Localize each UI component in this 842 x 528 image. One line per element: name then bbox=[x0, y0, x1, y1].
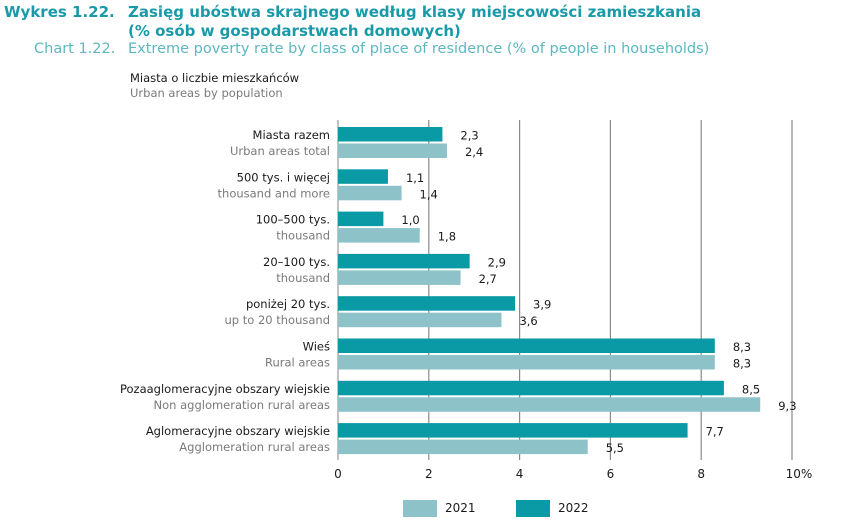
data-label-2022: 7,7 bbox=[706, 425, 724, 439]
data-label-2022: 8,5 bbox=[742, 382, 760, 396]
chart-number-pl: Wykres 1.22. bbox=[4, 3, 115, 21]
bar-2022 bbox=[338, 338, 715, 353]
category-label-pl: poniżej 20 tys. bbox=[246, 297, 330, 311]
bar-2022 bbox=[338, 127, 443, 142]
subheading-pl: Miasta o liczbie mieszkańców bbox=[130, 71, 300, 85]
bar-2022 bbox=[338, 380, 724, 396]
bar-2022 bbox=[338, 211, 384, 227]
category-label-pl: Wieś bbox=[303, 340, 330, 354]
category-label-pl: 100–500 tys. bbox=[256, 213, 330, 227]
bar-2021 bbox=[338, 355, 715, 370]
category-label-en: Agglomeration rural areas bbox=[179, 440, 330, 454]
category-label-pl: Aglomeracyjne obszary wiejskie bbox=[146, 424, 330, 438]
subheading-en: Urban areas by population bbox=[130, 86, 283, 100]
category-label-en: thousand bbox=[276, 229, 330, 243]
bar-2022 bbox=[338, 296, 516, 311]
chart-number-en: Chart 1.22. bbox=[34, 41, 116, 57]
bar-2022 bbox=[338, 169, 388, 184]
chart-title-en: Extreme poverty rate by class of place o… bbox=[128, 41, 710, 57]
category-label-en: Rural areas bbox=[265, 356, 330, 370]
bars bbox=[338, 127, 761, 455]
data-label-2021: 2,4 bbox=[465, 145, 483, 159]
bar-2021 bbox=[338, 397, 761, 412]
data-label-2022: 1,0 bbox=[401, 213, 419, 227]
value-labels: 2,3 2,4 1,1 1,41,0 1,8 2,9 2,7 3,9 3,6 8,3 8,3 8,5 9… bbox=[401, 129, 796, 456]
category-label-pl: Pozaaglomeracyjne obszary wiejskie bbox=[120, 382, 330, 396]
data-label-2022: 3,9 bbox=[533, 298, 551, 312]
legend-swatch-2022 bbox=[516, 500, 550, 517]
bar-2021 bbox=[338, 270, 461, 285]
category-label-pl: 500 tys. i więcej bbox=[237, 170, 330, 184]
category-labels: Miasta razem Urban areas total 500 tys. i … bbox=[120, 128, 330, 454]
x-tick-label: 6 bbox=[607, 467, 615, 481]
x-tick-label: 2 bbox=[425, 467, 433, 481]
bar-2021 bbox=[338, 143, 447, 158]
data-label-2022: 8,3 bbox=[733, 340, 751, 354]
data-label-2021: 9,3 bbox=[778, 399, 796, 413]
legend-label-2021: 2021 bbox=[445, 501, 476, 515]
data-label-2021: 2,7 bbox=[479, 272, 497, 286]
bar-2021 bbox=[338, 185, 402, 201]
data-label-2021: 1,4 bbox=[420, 187, 438, 201]
category-label-pl: 20–100 tys. bbox=[263, 255, 330, 269]
chart-title-pl-unit: (% osób w gospodarstwach domowych) bbox=[128, 22, 461, 40]
category-label-en: up to 20 thousand bbox=[225, 313, 330, 327]
x-tick-label: 8 bbox=[697, 467, 705, 481]
bar-2021 bbox=[338, 439, 588, 455]
data-label-2021: 8,3 bbox=[733, 357, 751, 371]
category-label-en: Urban areas total bbox=[230, 144, 330, 158]
legend-swatch-2021 bbox=[403, 500, 437, 517]
category-label-pl: Miasta razem bbox=[253, 128, 330, 142]
data-label-2022: 2,9 bbox=[488, 255, 506, 269]
x-tick-label: 10% bbox=[786, 467, 813, 481]
bar-2021 bbox=[338, 312, 502, 328]
category-label-en: Non agglomeration rural areas bbox=[154, 398, 330, 412]
bar-2022 bbox=[338, 253, 470, 269]
x-axis-ticks: 0 2 4 6 8 10% bbox=[334, 467, 812, 481]
data-label-2022: 1,1 bbox=[406, 171, 424, 185]
x-tick-label: 4 bbox=[516, 467, 524, 481]
data-label-2022: 2,3 bbox=[460, 129, 478, 143]
bar-2022 bbox=[338, 423, 688, 438]
chart-title-pl: Zasięg ubóstwa skrajnego według klasy mi… bbox=[128, 3, 702, 21]
legend-label-2022: 2022 bbox=[558, 501, 589, 515]
data-label-2021: 3,6 bbox=[519, 314, 537, 328]
bar-2021 bbox=[338, 228, 420, 243]
data-label-2021: 5,5 bbox=[606, 441, 624, 455]
category-label-en: thousand and more bbox=[218, 186, 330, 200]
data-label-2021: 1,8 bbox=[438, 230, 456, 244]
x-tick-label: 0 bbox=[334, 467, 342, 481]
category-label-en: thousand bbox=[276, 271, 330, 285]
